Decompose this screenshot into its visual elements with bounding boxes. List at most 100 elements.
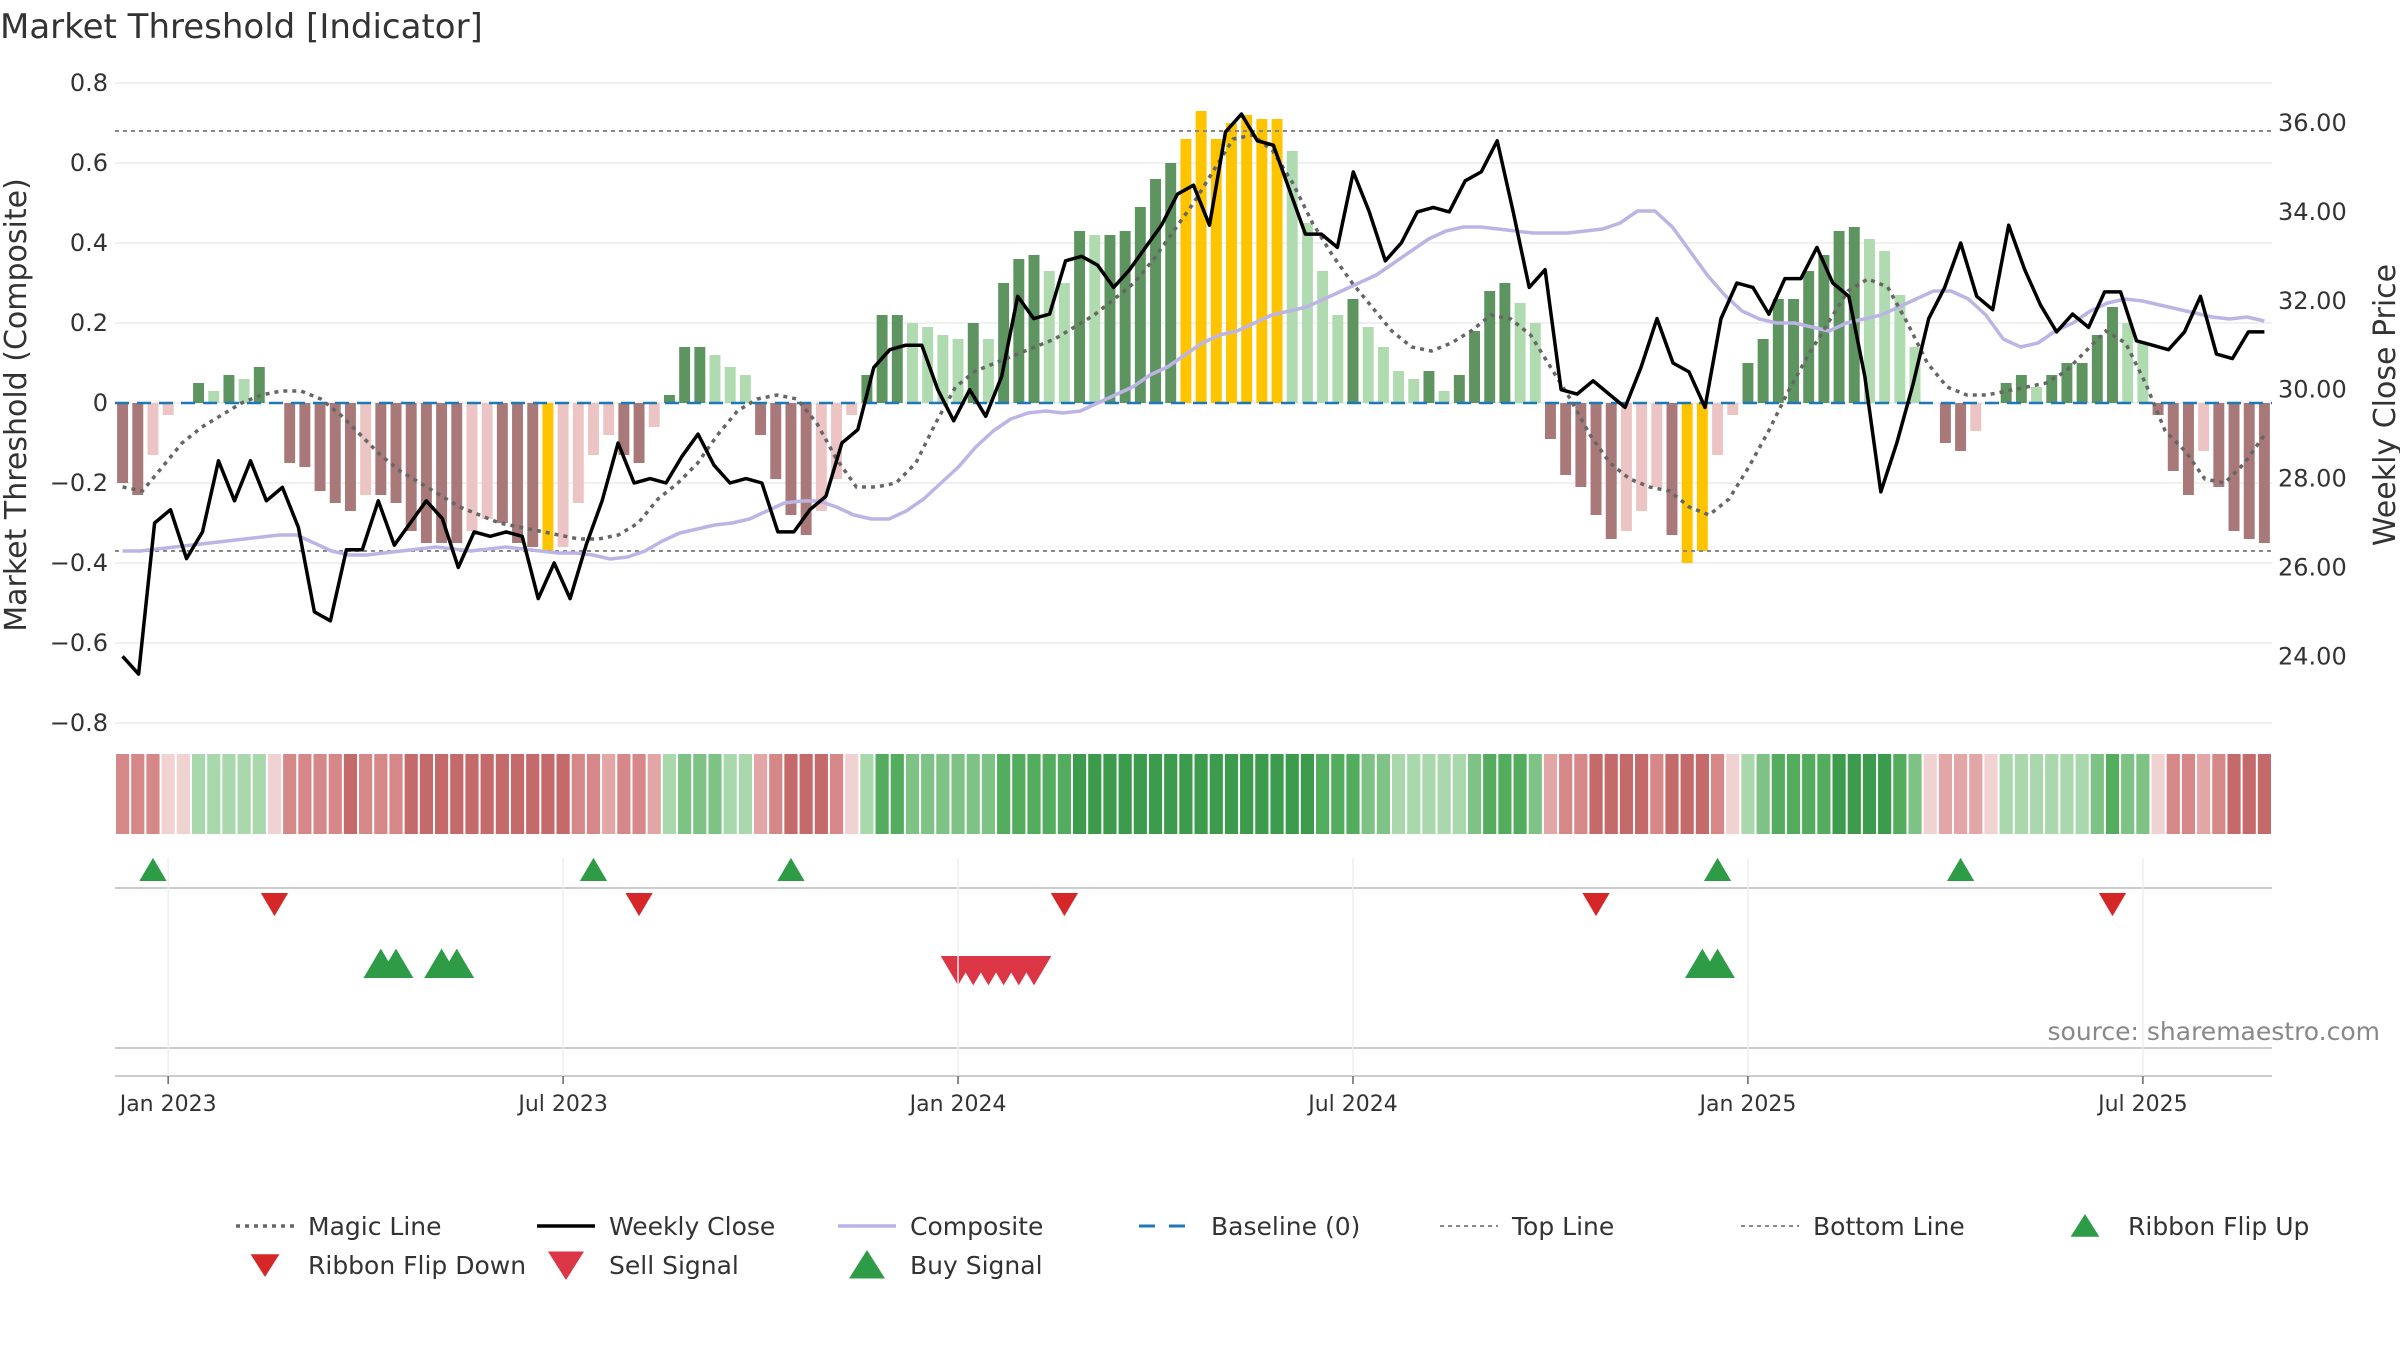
composite-bar [1058, 283, 1070, 403]
ribbon-cell [404, 754, 418, 834]
composite-bar [2243, 403, 2255, 539]
composite-bar [648, 403, 660, 427]
y-left-tick-label: 0.8 [70, 69, 108, 97]
chart-lines [115, 112, 2272, 676]
ribbon-cell [1255, 754, 1269, 834]
ribbon-cell [1437, 754, 1451, 834]
legend-label: Ribbon Flip Up [2128, 1212, 2309, 1241]
ribbon-cell [1862, 754, 1877, 834]
ribbon-cell [784, 754, 798, 834]
composite-bar [1696, 403, 1708, 551]
composite-bar [1620, 403, 1632, 531]
composite-bar [1772, 299, 1784, 403]
composite-bar [1712, 403, 1724, 455]
x-tick-label: Jan 2025 [1697, 1092, 1796, 1117]
ribbon-cell [1422, 754, 1436, 834]
ribbon-cell [586, 754, 601, 834]
y-right-tick-label: 26.00 [2278, 553, 2347, 581]
legend-item-bottom-line: Bottom Line [1741, 1212, 1965, 1241]
ribbon-cell [359, 754, 373, 834]
ribbon-cell [2090, 754, 2104, 834]
composite-bar [466, 403, 478, 531]
ribbon-cell [1240, 754, 1254, 834]
y-right-tick-label: 34.00 [2278, 198, 2347, 226]
composite-bar [314, 403, 326, 491]
composite-bar [2031, 387, 2043, 403]
composite-bar [1377, 347, 1389, 403]
ribbon-cell [389, 754, 403, 834]
legend-item-ribbon-flip-up: Ribbon Flip Up [2070, 1212, 2309, 1241]
composite-bar [1833, 231, 1845, 403]
composite-bar [481, 403, 493, 519]
ribbon-cell [1088, 754, 1102, 834]
y-axis-left-ticks: 0.8 0.6 0.4 0.2 0 −0.2 −0.4 −0.6 −0.8 [50, 69, 108, 737]
ribbon-cell [1726, 754, 1740, 834]
ribbon [116, 754, 2271, 834]
ribbon-cell [1938, 754, 1953, 834]
composite-bar [344, 403, 356, 511]
composite-bar [2076, 363, 2088, 403]
composite-bar [1879, 251, 1891, 403]
composite-bar [1514, 303, 1526, 403]
ribbon-cell [647, 754, 661, 834]
ribbon-cell [176, 754, 190, 834]
ribbon-cell [997, 754, 1011, 834]
composite-bar [238, 379, 250, 403]
composite-bar [1089, 235, 1101, 403]
ribbon-cell [465, 754, 479, 834]
composite-bar [420, 403, 432, 543]
y-left-tick-label: −0.4 [50, 549, 108, 577]
ribbon-flip-down-marker [260, 893, 289, 917]
ribbon-flip-up-marker [777, 857, 805, 881]
composite-bar [1074, 231, 1086, 403]
composite-bar [1150, 179, 1161, 403]
ribbon-cell [1452, 754, 1466, 834]
composite-bar [1104, 235, 1116, 403]
ribbon-cell [1148, 754, 1163, 834]
signal-markers [139, 857, 2127, 986]
composite-bar [527, 403, 539, 547]
ribbon-cell [1270, 754, 1284, 834]
ribbon-cell [2136, 754, 2150, 834]
ribbon-cell [875, 754, 889, 834]
x-tick-label: Jul 2025 [2096, 1092, 2188, 1117]
ribbon-cell [1057, 754, 1071, 834]
ribbon-cell [2060, 754, 2074, 834]
composite-bar [208, 391, 220, 403]
composite-bar [739, 375, 751, 403]
composite-bar [1590, 403, 1602, 515]
ribbon-cell [769, 754, 783, 834]
legend-swatch [250, 1254, 280, 1277]
composite-bar [1180, 139, 1192, 403]
composite-bar [572, 403, 584, 503]
ribbon-cell [2045, 754, 2059, 834]
composite-bar [132, 403, 144, 495]
ribbon-cell [1285, 754, 1299, 834]
ribbon-cell [845, 754, 859, 834]
composite-bar [2122, 323, 2134, 403]
legend-item-ribbon-flip-down: Ribbon Flip Down [250, 1251, 526, 1280]
ribbon-cell [207, 754, 221, 834]
ribbon-cell [1878, 754, 1892, 834]
composite-bar [2046, 375, 2058, 403]
composite-bar [375, 403, 387, 495]
ribbon-cell [602, 754, 616, 834]
legend-label: Magic Line [308, 1212, 442, 1241]
ribbon-cell [1300, 754, 1315, 834]
source-label: source: sharemaestro.com [2048, 1017, 2381, 1046]
ribbon-cell [313, 754, 327, 834]
composite-bars [117, 111, 2270, 563]
composite-bar [329, 403, 341, 503]
ribbon-cell [2257, 754, 2271, 834]
composite-bar [1788, 299, 1799, 403]
ribbon-cell [1027, 754, 1041, 834]
ribbon-cell [1908, 754, 1922, 834]
ribbon-cell [1331, 754, 1345, 834]
ribbon-cell [2242, 754, 2256, 834]
buy-signal-marker [378, 948, 414, 978]
y-left-tick-label: 0.6 [70, 149, 108, 177]
ribbon-cell [1665, 754, 1679, 834]
legend-swatch [2070, 1214, 2100, 1237]
composite-line [122, 209, 2265, 561]
ribbon-cell [1346, 754, 1360, 834]
